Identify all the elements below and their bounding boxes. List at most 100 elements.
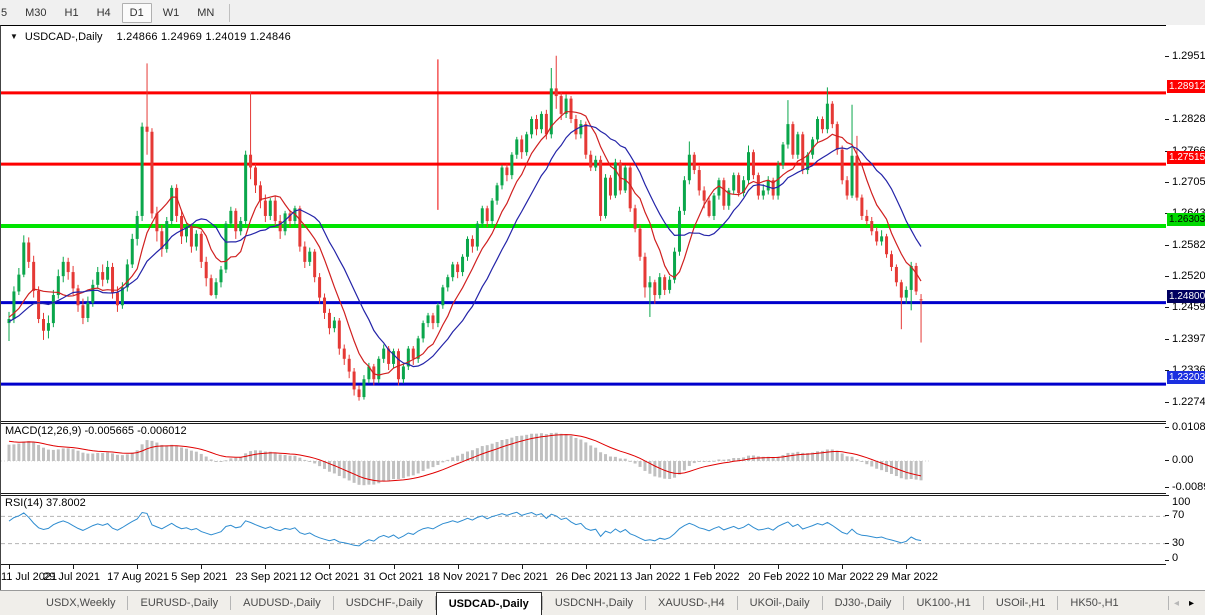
macd-histogram-bar [214, 461, 218, 462]
macd-histogram-bar [332, 461, 336, 474]
candle [894, 264, 898, 287]
macd-histogram-bar [525, 434, 529, 461]
tab-scroll-left-icon[interactable]: ◂ [1173, 597, 1179, 609]
date-tick-label: 31 Oct 2021 [363, 571, 424, 583]
tab-separator [541, 596, 543, 610]
date-tick-label: 17 Aug 2021 [107, 571, 169, 583]
candle [732, 172, 736, 195]
candle [106, 260, 110, 284]
tab-usdcnh-daily[interactable]: USDCNH-,Daily [554, 597, 634, 609]
candle [244, 150, 248, 226]
date-tick-label: 29 Jul 2021 [43, 571, 100, 583]
candle [224, 221, 228, 274]
macd-histogram-bar [273, 452, 277, 461]
candle [880, 230, 884, 246]
macd-histogram-bar [27, 441, 31, 461]
timeframe-button-d1[interactable]: D1 [121, 2, 152, 23]
macd-histogram-bar [421, 461, 425, 472]
macd-histogram-bar [436, 461, 440, 465]
tab-usoil-h1[interactable]: USOil-,H1 [995, 597, 1046, 609]
macd-histogram-bar [855, 459, 859, 461]
hline-price-label: 1.27515 [1167, 151, 1205, 165]
macd-histogram-bar [865, 461, 869, 465]
timeframe-button-m30[interactable]: M30 [25, 6, 47, 19]
date-tick-label: 5 Sep 2021 [171, 571, 228, 583]
chart-ohlc-values: 1.24866 1.24969 1.24019 1.24846 [116, 30, 291, 43]
tab-eurusd-daily[interactable]: EURUSD-,Daily [140, 597, 219, 609]
price-chart-panel[interactable] [1, 51, 1166, 421]
macd-histogram-bar [66, 448, 70, 461]
candle [451, 261, 455, 282]
macd-histogram-bar [461, 453, 465, 461]
macd-histogram-bar [618, 458, 622, 461]
timeframe-button-h1[interactable]: H1 [64, 6, 79, 19]
macd-histogram-bar [919, 461, 923, 481]
timeframe-button-5[interactable]: 5 [1, 6, 8, 19]
price-tick-label: 1.29510 [1172, 50, 1205, 63]
tab-ukoil-daily[interactable]: UKOil-,Daily [749, 597, 810, 609]
panel-separator[interactable] [1, 493, 1166, 496]
candle [520, 135, 524, 159]
date-tick-mark [713, 565, 715, 569]
price-axis[interactable]: 1.295101.282801.276651.270501.264351.258… [1165, 25, 1205, 565]
tab-audusd-daily[interactable]: AUDUSD-,Daily [243, 597, 321, 609]
macd-histogram-bar [244, 453, 248, 461]
date-tick-mark [521, 565, 523, 569]
date-tick-mark [201, 565, 203, 569]
candle [362, 375, 366, 400]
macd-histogram-bar [564, 434, 568, 461]
timeframe-button-w1[interactable]: W1 [162, 6, 180, 19]
macd-histogram-bar [86, 453, 90, 461]
macd-histogram-bar [717, 459, 721, 461]
candle [145, 63, 149, 155]
macd-histogram-bar [184, 448, 188, 461]
tab-dj30-daily[interactable]: DJ30-,Daily [834, 597, 892, 609]
candle [465, 236, 469, 261]
tab-usdx-weekly[interactable]: USDX,Weekly [46, 597, 116, 609]
timeframe-button-mn[interactable]: MN [197, 6, 215, 19]
tab-uk100-h1[interactable]: UK100-,H1 [916, 597, 971, 609]
macd-histogram-bar [180, 447, 184, 461]
tab-hk50-h1[interactable]: HK50-,H1 [1070, 597, 1119, 609]
macd-histogram-bar [677, 461, 681, 475]
macd-tick-label: 0.010869 [1172, 421, 1205, 433]
macd-histogram-bar [687, 461, 691, 466]
ma-fast-line [8, 111, 922, 376]
candle [81, 298, 85, 325]
macd-histogram-bar [278, 454, 282, 461]
macd-histogram-bar [786, 452, 790, 461]
candle [845, 176, 849, 200]
candle [204, 256, 208, 287]
panel-separator[interactable] [1, 421, 1166, 424]
tab-xauusd-h4[interactable]: XAUUSD-,H4 [658, 597, 725, 609]
rsi-panel[interactable] [1, 496, 1166, 564]
rsi-tick-label: 30 [1172, 536, 1185, 549]
candle [258, 181, 262, 209]
candle [357, 385, 361, 401]
tab-scroll-right-icon[interactable]: ▸ [1188, 597, 1194, 609]
candle [825, 87, 829, 134]
candle [130, 233, 134, 268]
macd-histogram-bar [820, 450, 824, 461]
ma-slow-line [8, 124, 922, 368]
candle [347, 354, 351, 379]
price-tick-mark [1165, 56, 1169, 58]
macd-histogram-bar [633, 461, 637, 464]
tab-usdcad-daily[interactable]: USDCAD-,Daily [435, 592, 542, 615]
candle [781, 141, 785, 170]
date-tick-label: 7 Dec 2021 [491, 571, 548, 583]
candle [505, 163, 509, 182]
candle [27, 237, 31, 268]
symbol-dropdown-icon[interactable]: ▼ [10, 32, 18, 41]
candle [791, 121, 795, 159]
tab-usdchf-daily[interactable]: USDCHF-,Daily [345, 597, 423, 609]
candle [199, 231, 203, 268]
macd-panel[interactable] [1, 424, 1166, 493]
macd-histogram-bar [313, 461, 317, 464]
price-tick-mark [1165, 307, 1169, 309]
macd-histogram-bar [303, 459, 307, 461]
candle [254, 163, 257, 193]
timeframe-button-h4[interactable]: H4 [96, 6, 111, 19]
macd-histogram-bar [599, 452, 603, 461]
candle [396, 348, 400, 386]
